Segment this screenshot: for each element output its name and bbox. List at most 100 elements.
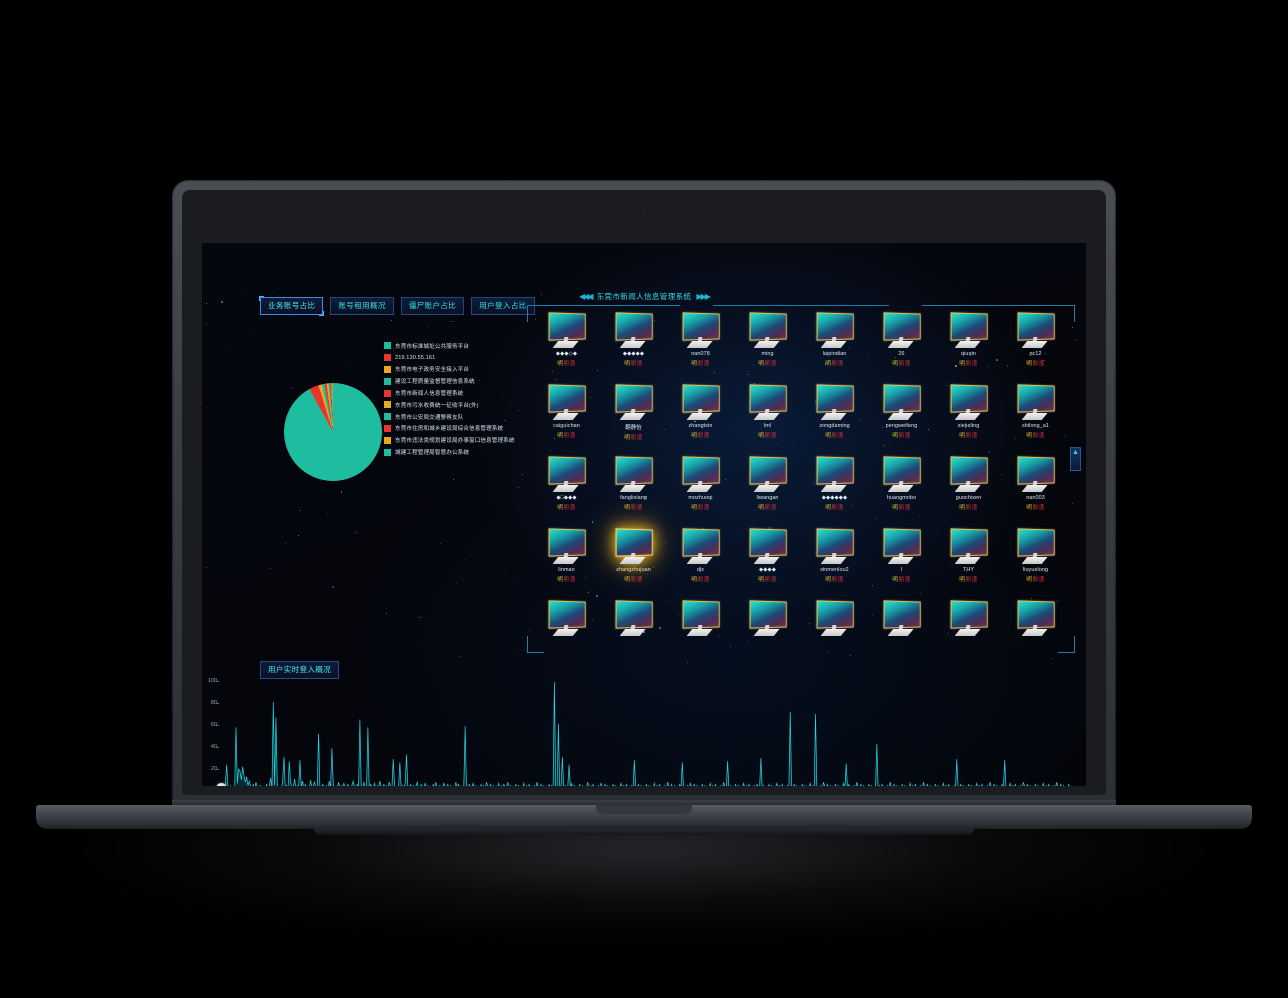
monitor-icon — [613, 528, 655, 565]
tab-label: 僵尸账户占比 — [408, 301, 457, 310]
monitor-cell[interactable]: lml 明朋渣 — [734, 383, 801, 455]
center-title-text: 东莞市新闻人信息管理系统 — [596, 292, 692, 301]
tab-3[interactable]: 用户登入占比 — [471, 297, 535, 315]
monitor-status: 明朋渣 — [959, 360, 978, 367]
monitor-status: 明朋渣 — [758, 432, 777, 439]
monitor-cell[interactable]: zhangtxin 明朋渣 — [667, 383, 734, 455]
tab-label: 账号租用概况 — [338, 301, 386, 310]
monitor-cell[interactable]: djx 明朋渣 — [667, 527, 734, 599]
monitor-cell[interactable] — [667, 599, 734, 671]
monitor-cell[interactable]: huangmnbo 明朋渣 — [868, 455, 935, 527]
laptop-shadow — [54, 825, 1234, 945]
corner-top-right — [1058, 305, 1075, 322]
panel-top-bracket — [527, 305, 1075, 319]
timeline-slider-handle[interactable] — [216, 783, 227, 786]
legend-item-0[interactable]: 东莞市标准城址公共服务平台 — [384, 340, 515, 352]
monitor-icon — [680, 456, 722, 493]
monitor-cell[interactable]: zhangzhujuan 明朋渣 — [600, 527, 667, 599]
monitor-cell[interactable]: 翻静怡 明朋渣 — [600, 383, 667, 455]
monitor-cell[interactable]: nan003 明朋渣 — [1002, 455, 1069, 527]
legend-label: 东莞市公安局交通警察支队 — [395, 414, 464, 421]
monitor-icon — [948, 312, 990, 349]
laptop-hinge — [172, 800, 1116, 807]
monitor-cell[interactable] — [868, 599, 935, 671]
tab-2[interactable]: 僵尸账户占比 — [400, 297, 465, 315]
monitor-cell[interactable]: nan078 明朋渣 — [667, 311, 734, 383]
scroll-up-button[interactable]: ▲ — [1070, 447, 1081, 471]
center-title: ◀◀◀ 东莞市新闻人信息管理系统 ▶▶▶ — [579, 291, 711, 302]
monitor-cell[interactable] — [533, 599, 600, 671]
monitor-cell[interactable]: guochixen 明朋渣 — [935, 455, 1002, 527]
monitor-user-name: ◆◆◆◆ — [759, 567, 776, 573]
monitor-user-name: nan078 — [691, 351, 710, 357]
laptop-lid: 业务账号占比 账号租用概况 僵尸账户占比 用户登入占比 东莞市标准城址公共服务平台 21… — [172, 180, 1116, 805]
monitor-cell[interactable]: liuyuelong 明朋渣 — [1002, 527, 1069, 599]
monitor-user-name: liwangan — [756, 495, 779, 501]
monitor-status: 明朋渣 — [959, 432, 978, 439]
monitor-user-name: shilong_a1 — [1021, 423, 1050, 429]
legend-item-1[interactable]: 219.130.55.161 — [384, 352, 515, 364]
monitor-cell[interactable]: xiejieling 明朋渣 — [935, 383, 1002, 455]
monitor-cell[interactable]: l 明朋渣 — [868, 527, 935, 599]
monitor-cell[interactable]: shilong_a1 明朋渣 — [1002, 383, 1069, 455]
legend-swatch-icon — [384, 401, 391, 409]
monitor-cell[interactable]: laipindian 明朋渣 — [801, 311, 868, 383]
legend-item-7[interactable]: 东莞市住房和城乡建设局综合信息管理系统 — [384, 423, 515, 435]
y-axis-tick — [216, 725, 219, 726]
login-chart-svg — [224, 682, 1070, 786]
monitor-cell[interactable]: ◆◆◆◆◆ 明朋渣 — [600, 311, 667, 383]
monitor-cell[interactable] — [1002, 599, 1069, 671]
legend-item-6[interactable]: 东莞市公安局交通警察支队 — [384, 411, 515, 423]
y-axis-tick — [216, 769, 219, 770]
monitor-icon — [747, 456, 789, 493]
monitor-cell[interactable]: linmao 明朋渣 — [533, 527, 600, 599]
arrow-right-icon[interactable]: ▶▶▶ — [696, 292, 711, 301]
monitor-user-name: zhangtxin — [688, 423, 713, 429]
monitor-user-name: pc12 — [1029, 351, 1042, 357]
monitor-cell[interactable]: ming 明朋渣 — [734, 311, 801, 383]
monitor-cell[interactable]: caiguichan 明朋渣 — [533, 383, 600, 455]
monitor-cell[interactable]: ◆◆◆◆◆◆ 明朋渣 — [801, 455, 868, 527]
legend-label: 219.130.55.161 — [395, 354, 436, 361]
monitor-cell[interactable]: zongdaming 明朋渣 — [801, 383, 868, 455]
monitor-status: 明朋渣 — [758, 504, 777, 511]
monitor-cell[interactable] — [935, 599, 1002, 671]
monitor-user-name: ◆□◆◆◆ — [556, 495, 577, 501]
monitor-icon — [613, 456, 655, 493]
monitor-status: 明朋渣 — [892, 576, 911, 583]
tab-0[interactable]: 业务账号占比 — [258, 296, 325, 316]
monitor-cell[interactable]: THY 明朋渣 — [935, 527, 1002, 599]
y-axis-tick-label: 20 — [210, 766, 217, 772]
monitor-cell[interactable]: pc12 明朋渣 — [1002, 311, 1069, 383]
legend-item-9[interactable]: 城建工程管理局智慧办公系统 — [384, 446, 515, 458]
monitor-cell[interactable] — [734, 599, 801, 671]
arrow-left-icon[interactable]: ◀◀◀ — [579, 292, 594, 301]
monitor-cell[interactable]: qiuqin 明朋渣 — [935, 311, 1002, 383]
monitor-icon — [680, 528, 722, 565]
legend-item-3[interactable]: 建设工程质量监督管理信息系统 — [384, 375, 515, 387]
monitor-user-name: l — [900, 567, 903, 573]
monitor-cell[interactable] — [600, 599, 667, 671]
monitor-cell[interactable]: mozhuoqi 明朋渣 — [667, 455, 734, 527]
monitor-cell[interactable]: xinmenlou2 明朋渣 — [801, 527, 868, 599]
monitor-status: 明朋渣 — [691, 504, 710, 511]
monitor-cell[interactable]: ◆◆◆◇◆ 明朋渣 — [533, 311, 600, 383]
monitor-cell[interactable]: ◆◆◆◆ 明朋渣 — [734, 527, 801, 599]
legend-item-2[interactable]: 东莞市电子政务安全接入平台 — [384, 364, 515, 376]
laptop-bezel: 业务账号占比 账号租用概况 僵尸账户占比 用户登入占比 东莞市标准城址公共服务平台 21… — [182, 190, 1106, 795]
monitor-cell[interactable]: liwangan 明朋渣 — [734, 455, 801, 527]
monitor-user-name: qiuqin — [961, 351, 976, 357]
monitor-icon — [613, 384, 655, 421]
login-line-chart: 020406080100 — [208, 678, 1070, 786]
legend-item-4[interactable]: 东莞市新闻人信息管理系统 — [384, 387, 515, 399]
monitor-status: 明朋渣 — [1026, 432, 1045, 439]
monitor-cell[interactable] — [801, 599, 868, 671]
monitor-cell[interactable]: ◆□◆◆◆ 明朋渣 — [533, 455, 600, 527]
monitor-icon — [814, 456, 856, 493]
legend-item-5[interactable]: 东莞市污水收费统一征收平台(外) — [384, 399, 515, 411]
monitor-cell[interactable]: fanglixiang 明朋渣 — [600, 455, 667, 527]
monitor-cell[interactable]: pengweifeng 明朋渣 — [868, 383, 935, 455]
monitor-cell[interactable]: 26 明朋渣 — [868, 311, 935, 383]
tab-1[interactable]: 账号租用概况 — [330, 297, 394, 315]
legend-item-8[interactable]: 东莞市违法类规划建设局办事窗口信息管理系统 — [384, 434, 515, 446]
